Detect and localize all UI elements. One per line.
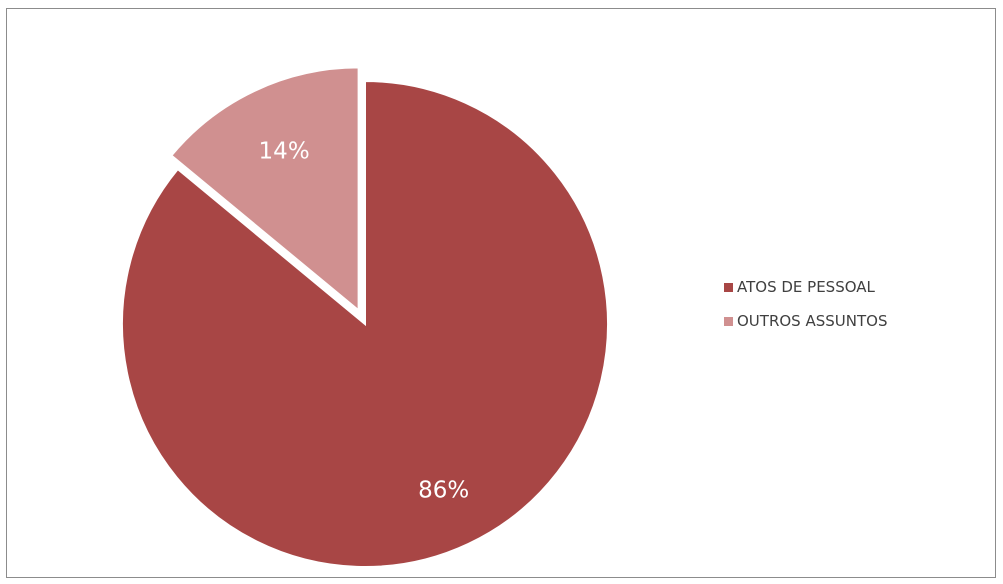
legend-label-outros-assuntos: OUTROS ASSUNTOS — [737, 312, 888, 330]
legend-swatch-atos-de-pessoal — [724, 282, 733, 292]
legend-item-atos-de-pessoal: ATOS DE PESSOAL — [724, 275, 887, 299]
legend-label-atos-de-pessoal: ATOS DE PESSOAL — [737, 278, 875, 296]
data-label-outros-assuntos: 14% — [259, 139, 310, 165]
legend: ATOS DE PESSOAL OUTROS ASSUNTOS — [724, 275, 887, 343]
pie-chart: 86% 14% — [121, 66, 609, 568]
legend-item-outros-assuntos: OUTROS ASSUNTOS — [724, 309, 887, 333]
pie-slice-atos-de-pessoal — [121, 79, 609, 568]
pie-slice-outros-assuntos — [169, 66, 360, 313]
legend-swatch-outros-assuntos — [724, 316, 733, 326]
data-label-atos-de-pessoal: 86% — [418, 478, 469, 504]
chart-frame: 86% 14% ATOS DE PESSOAL OUTROS ASSUNTOS — [6, 8, 996, 578]
